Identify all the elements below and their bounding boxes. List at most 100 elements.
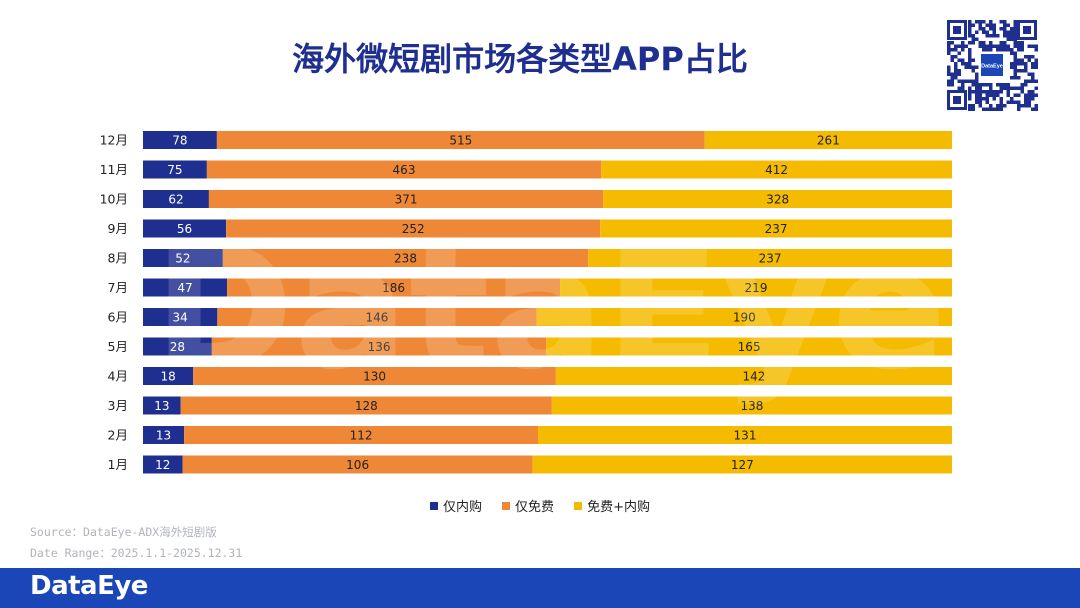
dataeye-logo: DataEye xyxy=(30,571,148,601)
data-label: 146 xyxy=(365,311,388,325)
bar-segment xyxy=(143,455,183,474)
bar-segment xyxy=(704,131,952,149)
data-label: 56 xyxy=(177,222,192,236)
bar-segment xyxy=(184,426,539,444)
data-label: 219 xyxy=(745,281,768,295)
bar-segment xyxy=(193,367,556,385)
y-tick-label: 11月 xyxy=(100,162,128,177)
bar-segment xyxy=(588,249,952,267)
y-tick-label: 3月 xyxy=(108,398,128,413)
y-tick-label: 4月 xyxy=(108,369,128,384)
bar-segment xyxy=(143,426,185,444)
date-range-line: Date Range：2025.1.1-2025.12.31 xyxy=(30,546,243,560)
data-label: 131 xyxy=(734,429,757,443)
data-label: 515 xyxy=(449,134,472,148)
y-tick-label: 9月 xyxy=(108,221,128,236)
data-label: 28 xyxy=(170,340,185,354)
data-label: 142 xyxy=(742,370,765,384)
bar-segment xyxy=(601,160,952,179)
chart-title: 海外微短剧市场各类型APP占比 xyxy=(292,40,748,78)
data-label: 261 xyxy=(817,134,840,148)
bar-segment xyxy=(143,190,209,208)
data-label: 412 xyxy=(765,163,788,177)
y-tick-label: 7月 xyxy=(108,280,128,295)
data-label: 136 xyxy=(368,340,391,354)
data-label: 190 xyxy=(733,311,756,325)
data-label: 186 xyxy=(382,281,405,295)
bar-segment xyxy=(551,396,952,415)
data-label: 238 xyxy=(394,252,417,266)
data-label: 237 xyxy=(765,222,788,236)
bar-segment xyxy=(538,426,952,444)
y-tick-label: 10月 xyxy=(100,192,128,207)
data-label: 165 xyxy=(738,340,761,354)
legend-label: 免费+内购 xyxy=(587,500,650,515)
footer-bar: DataEye xyxy=(0,568,1080,608)
legend-item-free-only: 仅免费 xyxy=(502,496,554,515)
bar-segment xyxy=(532,455,952,474)
bar-segment xyxy=(536,308,952,326)
data-label: 328 xyxy=(766,193,789,207)
bar-segment xyxy=(182,455,533,474)
legend-swatch-icon xyxy=(430,501,439,510)
bar-segment xyxy=(143,367,194,385)
data-label: 13 xyxy=(154,399,169,413)
y-tick-label: 12月 xyxy=(100,133,128,148)
y-tick-label: 6月 xyxy=(108,310,128,325)
bar-segment xyxy=(546,337,952,356)
bar-segment xyxy=(208,190,604,208)
legend-item-iap-only: 仅内购 xyxy=(430,496,482,515)
source-line: Source：DataEye-ADX海外短剧版 xyxy=(30,525,217,539)
bar-segment xyxy=(143,396,181,415)
legend-swatch-icon xyxy=(502,501,511,510)
stacked-bar-chart: 12月 78 515 261 11月 75 463 412 10月 62 371 328 9月 56 252… xyxy=(100,131,952,474)
data-label: 138 xyxy=(740,399,763,413)
bar-segment xyxy=(143,337,212,356)
bar-segment xyxy=(143,249,223,267)
data-label: 128 xyxy=(355,399,378,413)
bar-segment xyxy=(560,278,952,297)
bar-segment xyxy=(603,190,952,208)
qr-code: DataEye xyxy=(946,19,1038,111)
legend-label: 仅免费 xyxy=(515,500,555,515)
legend-swatch-icon xyxy=(574,501,583,510)
bar-segment xyxy=(216,131,705,149)
legend-label: 仅内购 xyxy=(443,500,483,515)
bar-segment xyxy=(143,131,217,149)
data-label: 130 xyxy=(363,370,386,384)
source-note: Source：DataEye-ADX海外短剧版 Date Range：2025.… xyxy=(30,522,242,564)
data-label: 75 xyxy=(167,163,182,177)
bar-segment xyxy=(222,249,589,267)
bar-segment xyxy=(143,219,227,238)
bar-segment xyxy=(217,308,537,326)
bar-segment xyxy=(211,337,547,356)
y-tick-label: 5月 xyxy=(108,339,128,354)
bar-segment xyxy=(226,219,601,238)
data-label: 127 xyxy=(731,458,754,472)
qr-center-label: DataEye xyxy=(981,64,1003,70)
data-label: 78 xyxy=(172,134,187,148)
data-label: 106 xyxy=(346,458,369,472)
bar-segment xyxy=(180,396,552,415)
data-label: 237 xyxy=(759,252,782,266)
data-label: 252 xyxy=(402,222,425,236)
data-label: 463 xyxy=(393,163,416,177)
bar-segment xyxy=(143,278,228,297)
data-label: 371 xyxy=(395,193,418,207)
data-label: 47 xyxy=(177,281,192,295)
bar-segment xyxy=(555,367,952,385)
bar-segment xyxy=(143,160,207,179)
data-label: 62 xyxy=(168,193,183,207)
chart-legend: 仅内购 仅免费 免费+内购 xyxy=(0,496,1080,515)
data-label: 34 xyxy=(173,311,188,325)
data-label: 52 xyxy=(175,252,190,266)
data-label: 13 xyxy=(156,429,171,443)
bar-segment xyxy=(206,160,602,179)
data-label: 112 xyxy=(350,429,373,443)
bar-segment xyxy=(600,219,952,238)
y-tick-label: 8月 xyxy=(108,251,128,266)
legend-item-hybrid: 免费+内购 xyxy=(574,496,650,515)
bar-segment xyxy=(143,308,218,326)
data-label: 18 xyxy=(160,370,175,384)
bar-segment xyxy=(227,278,561,297)
